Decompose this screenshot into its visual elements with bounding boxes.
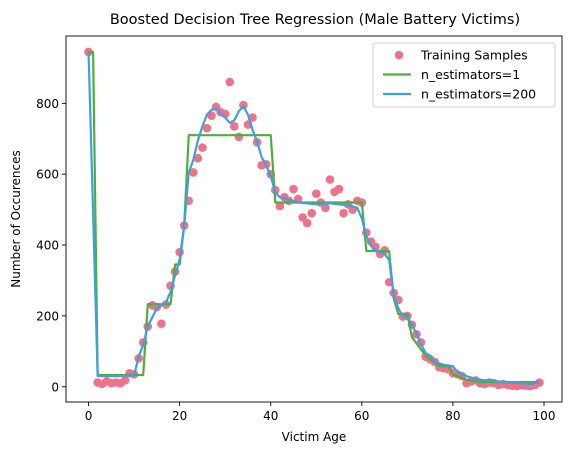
scatter-point bbox=[189, 168, 198, 177]
x-axis: 0 20 40 60 80 100 bbox=[85, 402, 556, 423]
legend-box bbox=[372, 42, 556, 108]
scatter-point bbox=[339, 208, 348, 218]
scatter-point bbox=[202, 123, 212, 133]
chart-title: Boosted Decision Tree Regression (Male B… bbox=[110, 12, 520, 28]
x-tick-label: 60 bbox=[354, 409, 369, 423]
scatter-point bbox=[535, 378, 544, 387]
y-tick-label: 0 bbox=[51, 380, 59, 394]
scatter-point bbox=[157, 319, 166, 328]
n-estimators-200-line bbox=[87, 51, 540, 386]
scatter-point bbox=[275, 201, 285, 211]
scatter-point bbox=[334, 184, 344, 194]
y-tick-label: 400 bbox=[36, 239, 59, 253]
x-tick-label: 80 bbox=[445, 409, 460, 423]
x-axis-label: Victim Age bbox=[282, 430, 347, 444]
scatter-point bbox=[229, 122, 239, 131]
scatter-point bbox=[321, 203, 330, 213]
legend: Training Samples n_estimators=1 n_estimato… bbox=[372, 42, 556, 108]
scatter-point bbox=[234, 132, 244, 142]
scatter-point bbox=[289, 184, 298, 194]
legend-label: n_estimators=1 bbox=[421, 67, 520, 82]
x-tick-label: 40 bbox=[263, 409, 278, 423]
scatter-point bbox=[311, 189, 321, 198]
plot-border bbox=[65, 35, 563, 403]
scatter-point bbox=[120, 376, 130, 385]
y-axis: 0 200 400 600 800 bbox=[36, 97, 66, 394]
scatter-point bbox=[225, 77, 235, 87]
scatter-point bbox=[325, 175, 335, 184]
legend-marker bbox=[394, 50, 404, 60]
y-tick-label: 600 bbox=[36, 168, 59, 182]
scatter-point bbox=[193, 153, 203, 163]
scatter-point bbox=[198, 143, 207, 152]
legend-label: Training Samples bbox=[420, 48, 528, 63]
y-tick-label: 200 bbox=[36, 309, 59, 323]
x-tick-label: 20 bbox=[172, 409, 187, 423]
scatter-point bbox=[307, 208, 317, 218]
scatter-point bbox=[302, 218, 312, 228]
x-tick-label: 0 bbox=[85, 409, 93, 423]
y-tick-label: 800 bbox=[36, 97, 59, 111]
legend-label: n_estimators=200 bbox=[421, 87, 536, 102]
y-axis-label: Number of Occurences bbox=[9, 150, 23, 288]
x-tick-label: 100 bbox=[533, 409, 556, 423]
